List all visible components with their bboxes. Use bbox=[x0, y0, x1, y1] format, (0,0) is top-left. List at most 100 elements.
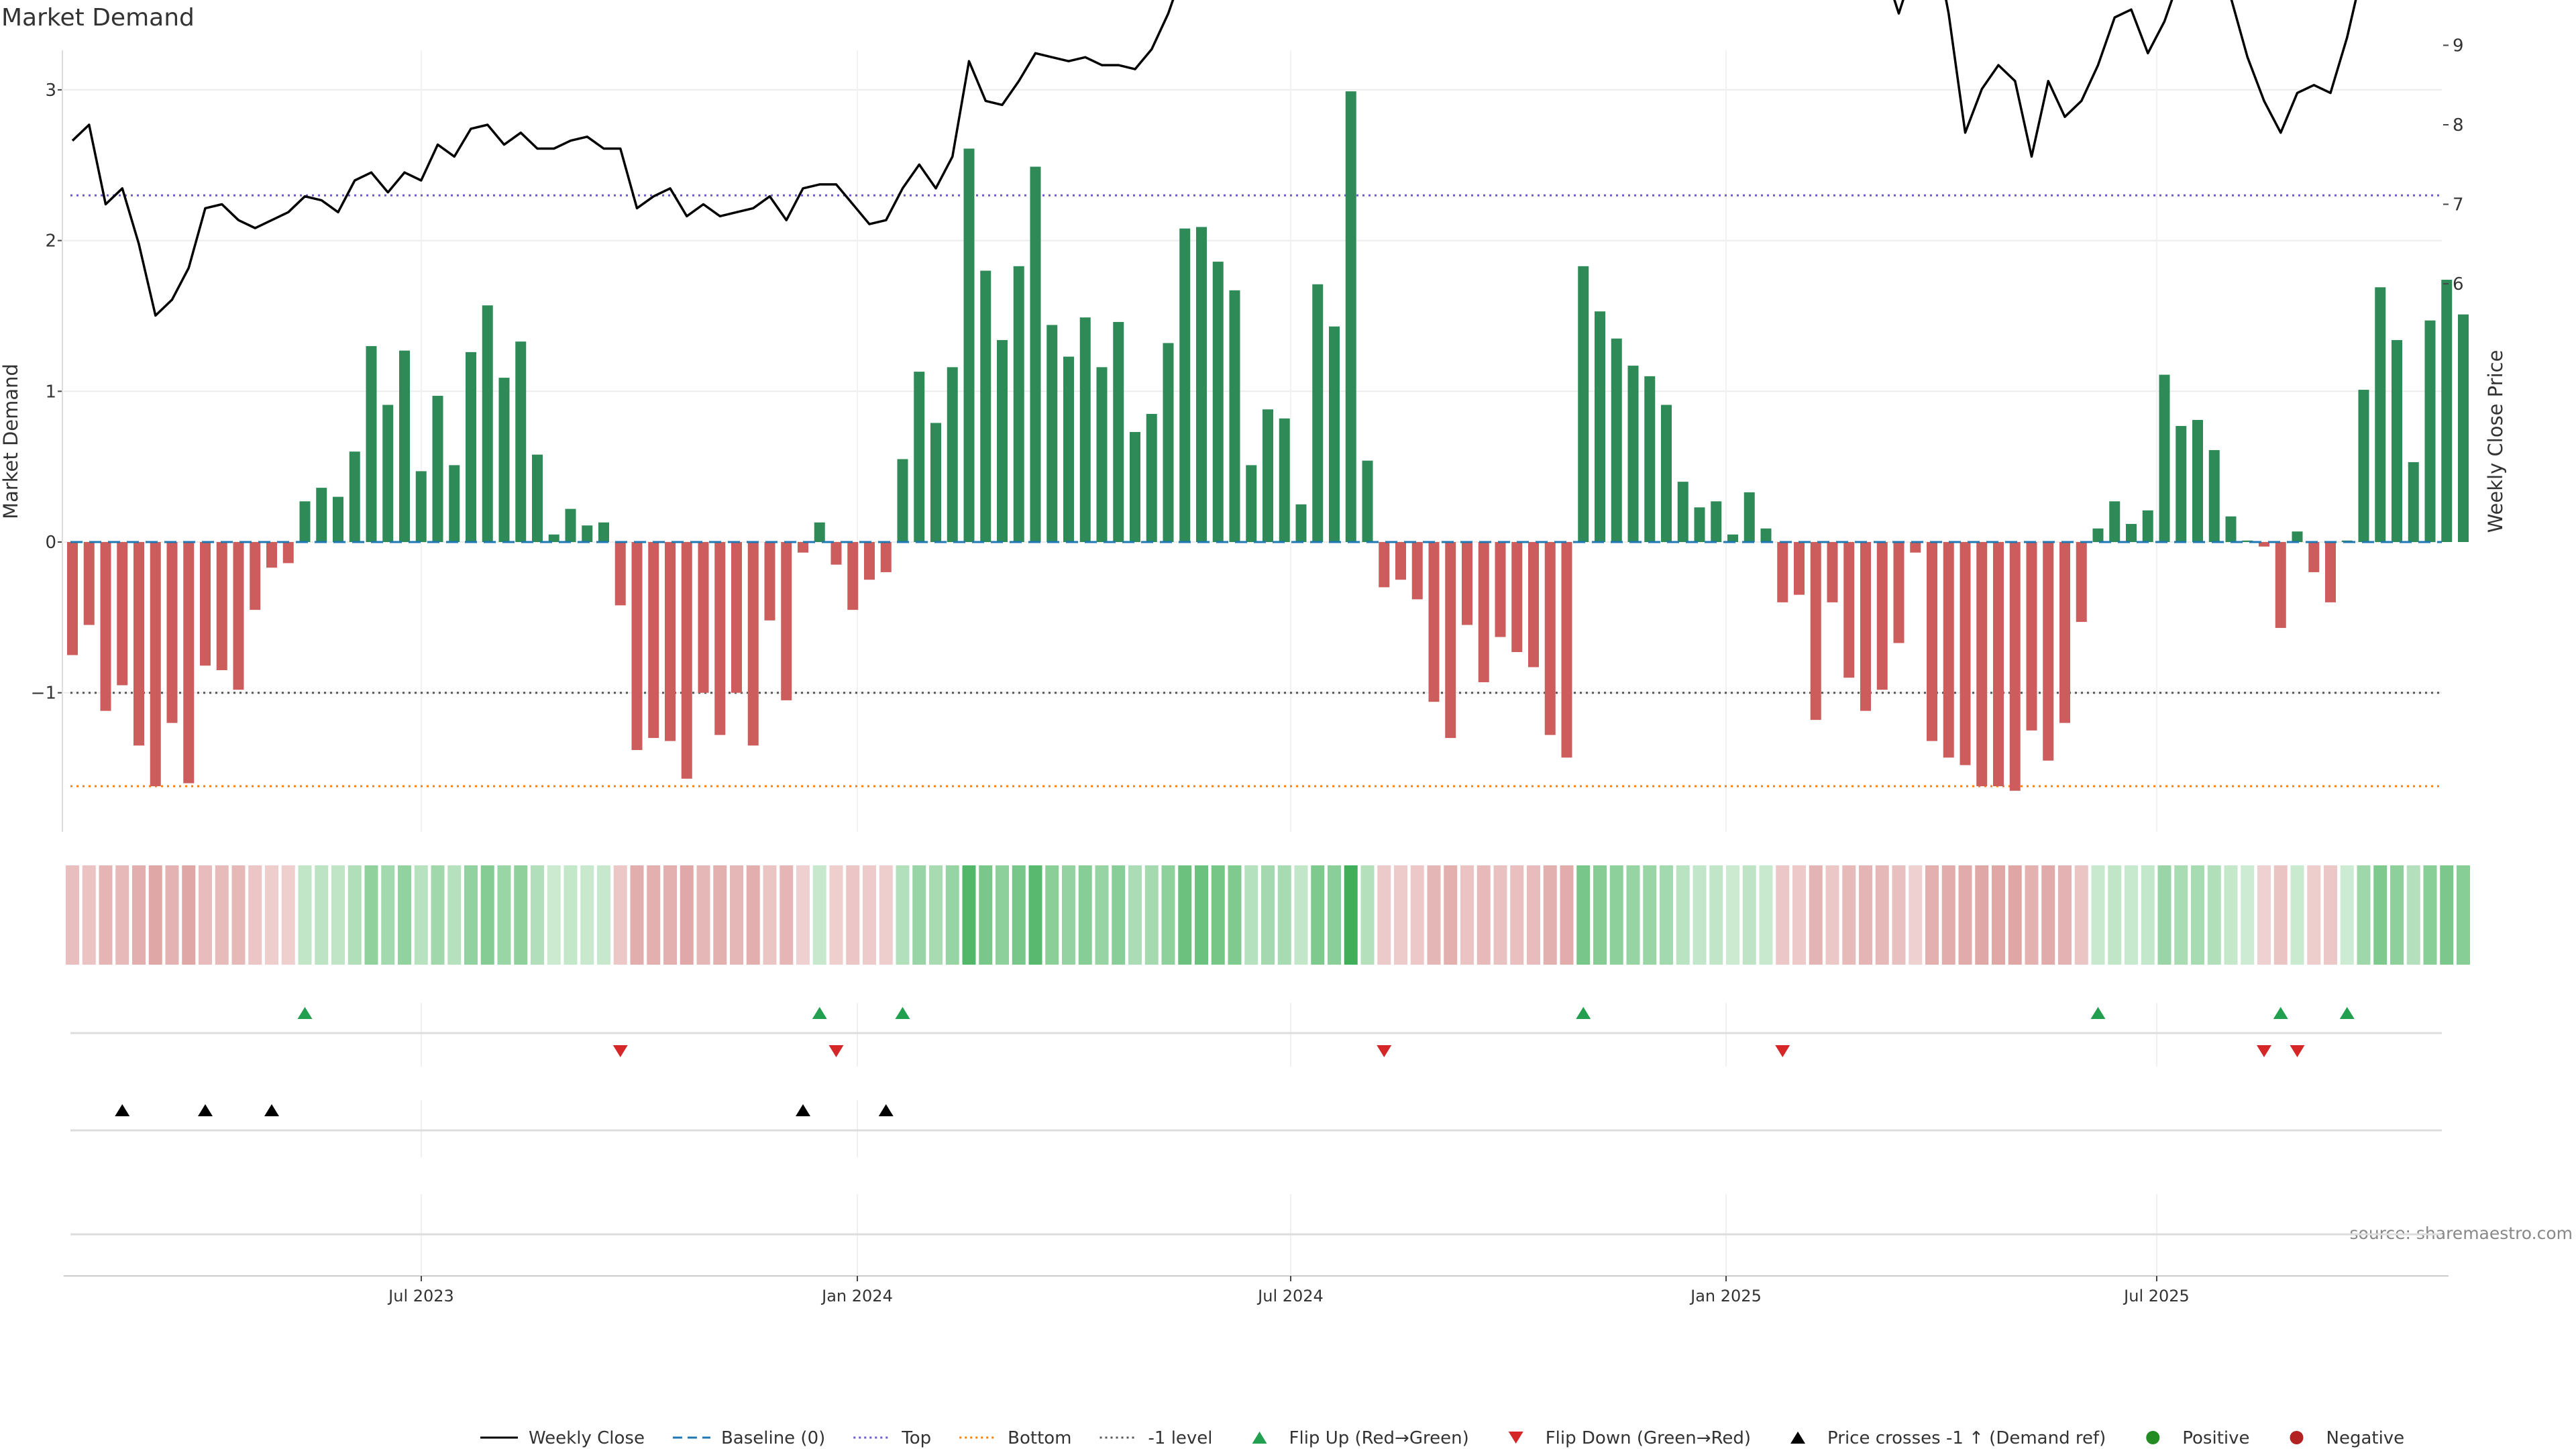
legend-item: Flip Down (Green→Red) bbox=[1508, 1428, 1751, 1448]
heat-cell bbox=[480, 865, 494, 965]
legend-item: Top bbox=[853, 1428, 931, 1448]
demand-bar bbox=[2126, 524, 2137, 542]
heat-cell bbox=[1344, 865, 1358, 965]
demand-bar bbox=[1677, 482, 1688, 542]
heat-cell bbox=[431, 865, 445, 965]
heat-cell bbox=[1892, 865, 1906, 965]
demand-bar bbox=[2208, 449, 2220, 542]
empty-panel bbox=[70, 1194, 2442, 1275]
heat-cell bbox=[730, 865, 743, 965]
demand-bar bbox=[316, 488, 327, 542]
heat-cell bbox=[2157, 865, 2171, 965]
demand-bar bbox=[880, 542, 892, 572]
heat-cell bbox=[281, 865, 295, 965]
demand-bar bbox=[1578, 266, 1589, 542]
heat-cell bbox=[398, 865, 411, 965]
legend-symbol bbox=[2146, 1431, 2160, 1444]
y-tick-label: −1 bbox=[31, 684, 56, 704]
heat-cell bbox=[381, 865, 395, 965]
heat-cell bbox=[1543, 865, 1557, 965]
demand-bar bbox=[2192, 419, 2203, 542]
demand-bar bbox=[1279, 418, 1290, 542]
demand-bar bbox=[1395, 542, 1406, 580]
price-line bbox=[71, 0, 2357, 317]
demand-bar bbox=[1595, 311, 1605, 542]
heat-cell bbox=[2324, 865, 2337, 965]
heat-cell bbox=[2025, 865, 2039, 965]
demand-bar bbox=[1445, 542, 1456, 739]
price-cross-marker bbox=[198, 1104, 213, 1116]
flip-down-marker bbox=[1775, 1045, 1790, 1057]
flip-down-marker bbox=[2257, 1045, 2271, 1057]
demand-bar bbox=[1976, 542, 1988, 787]
demand-bar bbox=[1462, 542, 1472, 625]
heat-cell bbox=[331, 865, 345, 965]
demand-bar bbox=[2358, 390, 2369, 542]
demand-bar bbox=[1810, 542, 1821, 720]
demand-bar bbox=[1046, 325, 1058, 542]
heat-cell bbox=[531, 865, 544, 965]
heat-cell bbox=[2241, 865, 2255, 965]
demand-bar bbox=[117, 542, 128, 686]
demand-bar bbox=[432, 396, 443, 542]
demand-bar bbox=[1013, 266, 1024, 542]
demand-bar bbox=[515, 341, 527, 542]
demand-bar bbox=[2026, 542, 2037, 731]
demand-bar bbox=[1295, 504, 1307, 542]
y2-axis-label: Weekly Close Price bbox=[2484, 350, 2507, 533]
heat-cell bbox=[1560, 865, 1574, 965]
demand-bar bbox=[2308, 542, 2320, 572]
flip-down-marker bbox=[612, 1045, 628, 1057]
heat-cell bbox=[1328, 865, 1341, 965]
demand-bar bbox=[100, 542, 111, 711]
heat-cell bbox=[2191, 865, 2204, 965]
heat-cell bbox=[1626, 865, 1640, 965]
demand-bar bbox=[2076, 542, 2087, 623]
demand-bar bbox=[598, 522, 609, 542]
heat-cell bbox=[597, 865, 610, 965]
legend-symbol bbox=[1790, 1432, 1806, 1444]
heat-cell bbox=[447, 865, 462, 965]
demand-bar bbox=[2092, 528, 2104, 542]
heat-cell bbox=[863, 865, 876, 965]
demand-bar bbox=[781, 542, 792, 700]
demand-bar bbox=[897, 459, 908, 542]
heat-cell bbox=[1394, 865, 1407, 965]
heat-cell bbox=[1941, 865, 1955, 965]
demand-bar bbox=[631, 542, 643, 751]
demand-bar bbox=[266, 542, 277, 568]
demand-bar bbox=[1611, 338, 1622, 542]
heat-cell bbox=[1444, 865, 1458, 965]
flip-up-marker bbox=[297, 1007, 313, 1019]
demand-bar bbox=[1777, 542, 1788, 602]
demand-bar bbox=[1893, 542, 1904, 643]
heat-cell bbox=[613, 865, 627, 965]
demand-bar bbox=[2275, 542, 2286, 629]
gridlines bbox=[64, 50, 2442, 832]
heat-cell bbox=[2091, 865, 2105, 965]
heat-cell bbox=[1726, 865, 1739, 965]
demand-bar bbox=[482, 305, 493, 542]
demand-bar bbox=[532, 454, 543, 542]
heat-cell bbox=[564, 865, 578, 965]
y-axis-label: Market Demand bbox=[0, 364, 22, 519]
heat-cell bbox=[1012, 865, 1026, 965]
demand-bar bbox=[2159, 374, 2170, 542]
demand-bar bbox=[830, 542, 842, 565]
legend-symbol bbox=[2290, 1431, 2304, 1444]
demand-bar bbox=[349, 451, 360, 542]
heat-cell bbox=[1958, 865, 1972, 965]
x-tick-label: Jan 2025 bbox=[1689, 1287, 1762, 1305]
demand-bar bbox=[1146, 414, 1157, 542]
heat-cell bbox=[1277, 865, 1291, 965]
demand-bar bbox=[1411, 542, 1423, 600]
demand-bar bbox=[1760, 528, 1772, 542]
demand-bar bbox=[1960, 542, 1971, 765]
heat-cell bbox=[1909, 865, 1923, 965]
y-tick-label: 3 bbox=[45, 80, 56, 101]
heat-cell bbox=[1078, 865, 1092, 965]
legend-item: Price crosses -1 ↑ (Demand ref) bbox=[1790, 1428, 2106, 1448]
heat-cell bbox=[2108, 865, 2122, 965]
